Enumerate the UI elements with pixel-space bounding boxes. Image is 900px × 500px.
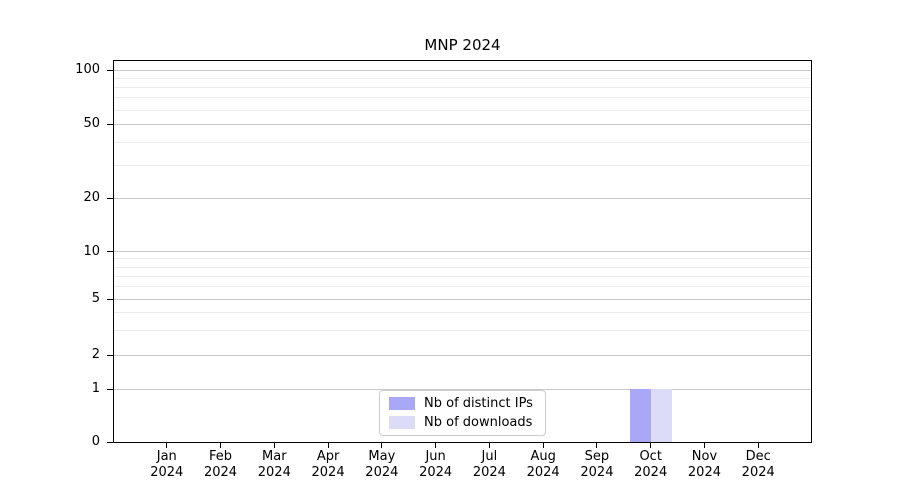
- y-axis-tick-label: 2: [91, 347, 100, 362]
- x-tick-year: 2024: [741, 465, 775, 480]
- x-tick-year: 2024: [687, 465, 721, 480]
- x-tick-month: May: [368, 449, 396, 464]
- x-tick-year: 2024: [634, 465, 668, 480]
- x-axis-tick-label: Jun 2024: [404, 449, 468, 481]
- x-axis-tick: [596, 443, 598, 448]
- gridline-minor: [114, 266, 811, 268]
- y-axis-tick-label: 50: [83, 116, 100, 132]
- gridline-major: [114, 388, 811, 390]
- x-tick-year: 2024: [257, 465, 291, 480]
- x-axis-tick: [703, 443, 705, 448]
- x-axis-tick-label: Nov 2024: [672, 449, 736, 481]
- y-axis-tick: [107, 69, 113, 71]
- gridline-minor: [114, 97, 811, 99]
- gridline-minor: [114, 329, 811, 331]
- y-axis-tick: [107, 197, 113, 199]
- gridline-minor: [114, 86, 811, 88]
- gridline-major: [114, 354, 811, 356]
- y-axis-tick-label: 0: [91, 434, 100, 449]
- gridline-minor: [114, 275, 811, 277]
- gridline-major: [114, 197, 811, 199]
- x-axis-tick: [381, 443, 383, 448]
- x-axis-tick-label: Jul 2024: [457, 449, 521, 481]
- x-tick-year: 2024: [419, 465, 453, 480]
- x-axis-tick-label: Jan 2024: [135, 449, 199, 481]
- x-axis-tick: [488, 443, 490, 448]
- bar-nb-of-downloads: [650, 389, 672, 442]
- chart-title: MNP 2024: [424, 36, 501, 54]
- x-axis-tick-label: Sep 2024: [565, 449, 629, 481]
- x-axis-tick: [273, 443, 275, 448]
- gridline-minor: [114, 165, 811, 167]
- x-tick-month: Aug: [530, 449, 556, 464]
- x-tick-month: Jan: [156, 449, 177, 464]
- gridline-major: [114, 298, 811, 300]
- gridline-minor: [114, 141, 811, 143]
- y-axis-tick-label: 100: [75, 62, 100, 77]
- x-tick-year: 2024: [526, 465, 560, 480]
- x-axis-tick-label: Aug 2024: [511, 449, 575, 481]
- x-tick-year: 2024: [472, 465, 506, 480]
- gridline-minor: [114, 312, 811, 314]
- legend-swatch-downloads: [389, 416, 415, 429]
- legend-label-distinct-ips: Nb of distinct IPs: [424, 395, 533, 411]
- x-tick-month: Jun: [425, 449, 446, 464]
- x-tick-year: 2024: [150, 465, 184, 480]
- x-tick-month: Jul: [481, 449, 498, 464]
- y-axis-tick-label: 20: [83, 190, 100, 206]
- x-axis-tick-label: Feb 2024: [189, 449, 253, 481]
- x-tick-month: Nov: [691, 449, 718, 464]
- y-axis-tick-label: 5: [91, 291, 100, 307]
- legend: Nb of distinct IPs Nb of downloads: [379, 390, 546, 436]
- x-axis-tick-label: May 2024: [350, 449, 414, 481]
- x-axis-tick-label: Dec 2024: [726, 449, 790, 481]
- x-tick-month: Dec: [745, 449, 771, 464]
- legend-label-downloads: Nb of downloads: [424, 414, 533, 430]
- x-tick-year: 2024: [203, 465, 238, 480]
- x-axis-tick: [435, 443, 437, 448]
- gridline-minor: [114, 77, 811, 79]
- y-axis-tick: [107, 251, 113, 253]
- y-axis-tick: [107, 298, 113, 300]
- y-axis-tick: [107, 123, 113, 125]
- x-tick-month: Sep: [584, 449, 610, 464]
- x-axis-tick: [650, 443, 652, 448]
- y-axis-tick: [107, 388, 113, 390]
- gridline-minor: [114, 258, 811, 260]
- legend-item-distinct-ips: Nb of distinct IPs: [389, 396, 545, 412]
- y-axis-tick: [107, 354, 113, 356]
- x-axis-tick: [327, 443, 329, 448]
- x-tick-year: 2024: [311, 465, 345, 480]
- x-axis-tick: [166, 443, 168, 448]
- y-axis-tick-label: 1: [91, 381, 100, 396]
- x-axis-tick: [220, 443, 222, 448]
- legend-item-downloads: Nb of downloads: [389, 415, 545, 431]
- gridline-major: [114, 69, 811, 71]
- x-tick-month: Feb: [209, 449, 233, 464]
- x-tick-month: Mar: [262, 449, 287, 464]
- x-tick-month: Apr: [316, 449, 340, 464]
- gridline-minor: [114, 286, 811, 288]
- x-axis-tick: [542, 443, 544, 448]
- y-axis-tick-label: 10: [83, 243, 100, 259]
- gridline-major: [114, 251, 811, 253]
- gridline-minor: [114, 109, 811, 111]
- x-axis-tick-label: Apr 2024: [296, 449, 360, 481]
- y-axis-tick: [107, 441, 113, 443]
- x-tick-year: 2024: [365, 465, 399, 480]
- x-tick-year: 2024: [580, 465, 614, 480]
- x-tick-month: Oct: [639, 449, 662, 464]
- legend-swatch-distinct-ips: [389, 397, 415, 410]
- x-axis-tick: [757, 443, 759, 448]
- gridline-major: [114, 123, 811, 125]
- x-axis-tick-label: Mar 2024: [242, 449, 306, 481]
- x-axis-tick-label: Oct 2024: [619, 449, 683, 481]
- bar-nb-of-distinct-ips: [629, 389, 651, 442]
